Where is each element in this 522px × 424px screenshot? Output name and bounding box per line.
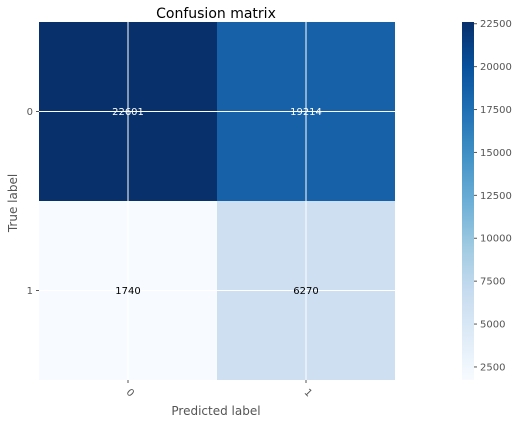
heatmap-cell-labels: 22601 19214 1740 6270 xyxy=(112,107,322,297)
heatmap-grid xyxy=(39,22,395,380)
y-tick-label-0: 0 xyxy=(27,107,33,118)
x-tick-label-0: 0 xyxy=(124,387,136,399)
y-axis-ticks: 01 xyxy=(27,107,39,297)
colorbar-tick-label: 12500 xyxy=(480,191,512,202)
cell-value-label-0-1: 19214 xyxy=(290,107,322,118)
cell-value-label-0-0: 22601 xyxy=(112,107,144,118)
cell-value-label-1-1: 6270 xyxy=(293,286,318,297)
colorbar-tick-label: 20000 xyxy=(480,62,512,73)
colorbar-tick-label: 5000 xyxy=(480,320,505,331)
x-axis-label: Predicted label xyxy=(171,404,260,418)
y-axis-label: True label xyxy=(6,174,20,233)
y-tick-label-1: 1 xyxy=(27,286,33,297)
colorbar xyxy=(462,22,474,380)
cell-value-label-1-0: 1740 xyxy=(115,286,140,297)
colorbar-tick-label: 7500 xyxy=(480,277,505,288)
colorbar-tick-label: 10000 xyxy=(480,234,512,245)
colorbar-tick-label: 22500 xyxy=(480,19,512,30)
colorbar-ticks: 2500 5000 7500 10000 12500 15000 17500 20000 225… xyxy=(474,19,512,373)
colorbar-tick-label: 2500 xyxy=(480,362,505,373)
heatmap-cells xyxy=(39,22,395,380)
chart-title: Confusion matrix xyxy=(156,6,276,22)
colorbar-tick-label: 17500 xyxy=(480,105,512,116)
colorbar-tick-label: 15000 xyxy=(480,148,512,159)
x-tick-label-1: 1 xyxy=(302,387,314,399)
